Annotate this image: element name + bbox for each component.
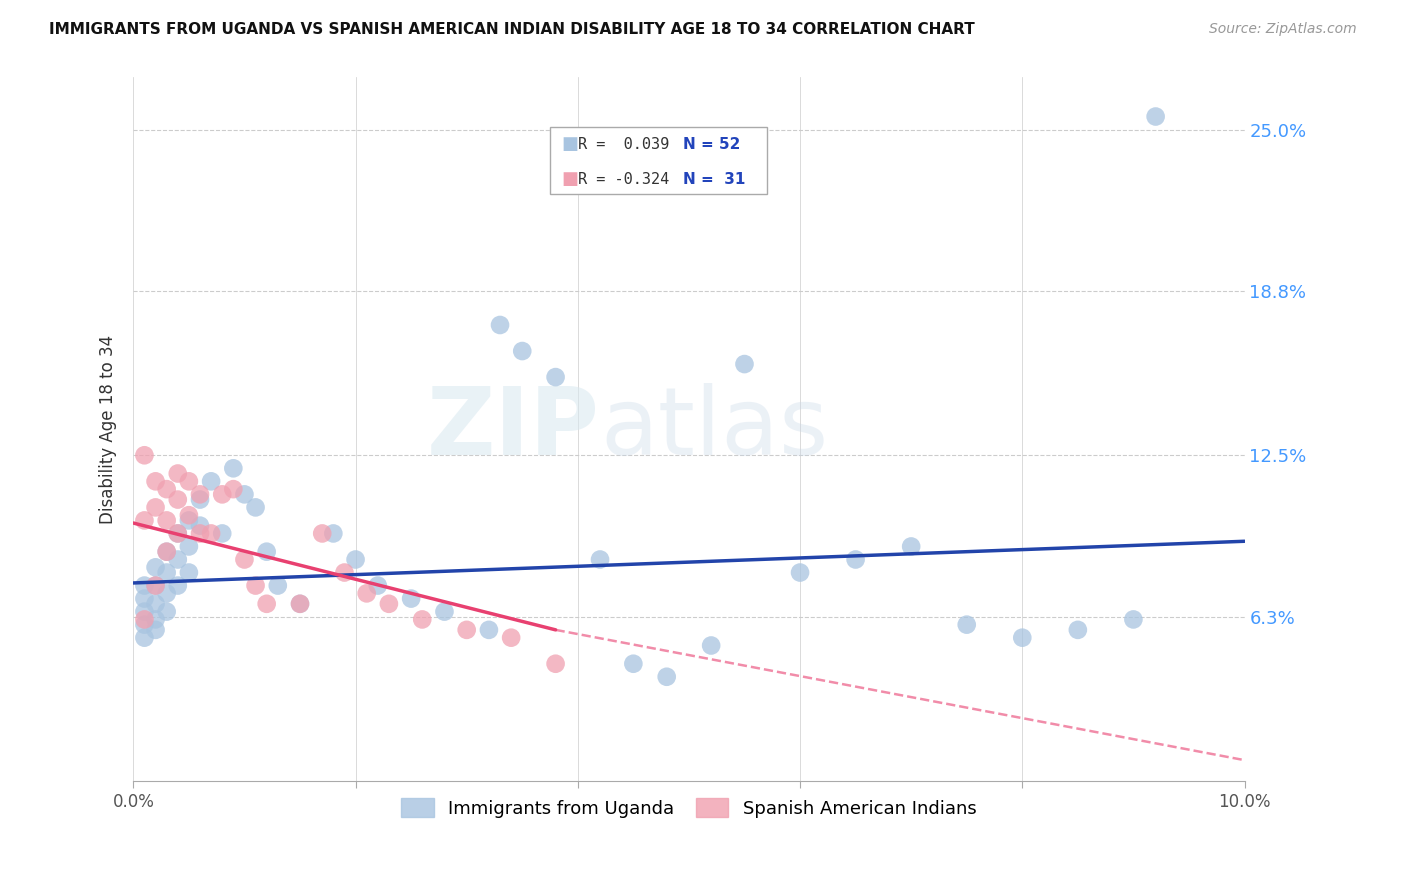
Point xyxy=(700,639,723,653)
Point xyxy=(1011,631,1033,645)
Point xyxy=(156,605,179,619)
Point xyxy=(156,544,179,558)
Point xyxy=(621,657,644,671)
Point xyxy=(145,578,167,592)
Point xyxy=(222,482,245,496)
Point xyxy=(489,318,512,332)
Point xyxy=(734,357,756,371)
Point xyxy=(166,578,188,592)
Point xyxy=(544,657,567,671)
Point xyxy=(245,578,267,592)
Point xyxy=(145,612,167,626)
Point xyxy=(156,566,179,580)
Point xyxy=(145,597,167,611)
Point xyxy=(145,560,167,574)
Point xyxy=(145,475,167,489)
Point xyxy=(177,540,200,554)
Point xyxy=(177,513,200,527)
Point xyxy=(267,578,290,592)
Point xyxy=(166,467,188,481)
Text: Source: ZipAtlas.com: Source: ZipAtlas.com xyxy=(1209,22,1357,37)
Point xyxy=(956,617,979,632)
Point xyxy=(411,612,433,626)
Point xyxy=(177,475,200,489)
Text: ■: ■ xyxy=(561,170,578,188)
Point xyxy=(211,487,233,501)
Point xyxy=(188,526,211,541)
FancyBboxPatch shape xyxy=(550,127,766,194)
Point xyxy=(322,526,344,541)
Point xyxy=(288,597,311,611)
Point xyxy=(510,344,533,359)
Point xyxy=(378,597,401,611)
Point xyxy=(134,591,156,606)
Text: IMMIGRANTS FROM UGANDA VS SPANISH AMERICAN INDIAN DISABILITY AGE 18 TO 34 CORREL: IMMIGRANTS FROM UGANDA VS SPANISH AMERIC… xyxy=(49,22,974,37)
Point xyxy=(333,566,356,580)
Point xyxy=(177,508,200,523)
Legend: Immigrants from Uganda, Spanish American Indians: Immigrants from Uganda, Spanish American… xyxy=(394,791,984,825)
Point xyxy=(134,612,156,626)
Point xyxy=(200,526,222,541)
Point xyxy=(399,591,422,606)
Point xyxy=(233,487,256,501)
Point xyxy=(789,566,811,580)
Y-axis label: Disability Age 18 to 34: Disability Age 18 to 34 xyxy=(100,334,117,524)
Point xyxy=(134,617,156,632)
Point xyxy=(222,461,245,475)
Point xyxy=(433,605,456,619)
Point xyxy=(166,526,188,541)
Point xyxy=(156,482,179,496)
Point xyxy=(188,492,211,507)
Point xyxy=(367,578,389,592)
Point xyxy=(134,605,156,619)
Point xyxy=(456,623,478,637)
Point xyxy=(166,552,188,566)
Point xyxy=(188,518,211,533)
Point xyxy=(145,500,167,515)
Point xyxy=(134,631,156,645)
Point xyxy=(288,597,311,611)
Point xyxy=(245,500,267,515)
Point xyxy=(544,370,567,384)
Point xyxy=(166,526,188,541)
Point xyxy=(156,586,179,600)
Text: N = 52: N = 52 xyxy=(683,136,741,152)
Point xyxy=(478,623,501,637)
Point xyxy=(156,513,179,527)
Point xyxy=(501,631,523,645)
Text: R = -0.324: R = -0.324 xyxy=(578,172,669,187)
Point xyxy=(256,597,278,611)
Point xyxy=(188,487,211,501)
Text: atlas: atlas xyxy=(600,384,828,475)
Point xyxy=(177,566,200,580)
Point xyxy=(134,448,156,462)
Point xyxy=(211,526,233,541)
Point xyxy=(233,552,256,566)
Text: ■: ■ xyxy=(561,136,578,153)
Point xyxy=(589,552,612,566)
Point xyxy=(356,586,378,600)
Point xyxy=(156,544,179,558)
Point xyxy=(256,544,278,558)
Point xyxy=(344,552,367,566)
Point xyxy=(134,513,156,527)
Point xyxy=(145,578,167,592)
Point xyxy=(145,623,167,637)
Point xyxy=(845,552,868,566)
Point xyxy=(200,475,222,489)
Point xyxy=(655,670,678,684)
Text: N =  31: N = 31 xyxy=(683,172,745,187)
Point xyxy=(1122,612,1144,626)
Point xyxy=(311,526,333,541)
Point xyxy=(134,578,156,592)
Point xyxy=(1144,110,1167,124)
Point xyxy=(1067,623,1090,637)
Text: ZIP: ZIP xyxy=(427,384,600,475)
Text: R =  0.039: R = 0.039 xyxy=(578,136,669,152)
Point xyxy=(900,540,922,554)
Point xyxy=(166,492,188,507)
